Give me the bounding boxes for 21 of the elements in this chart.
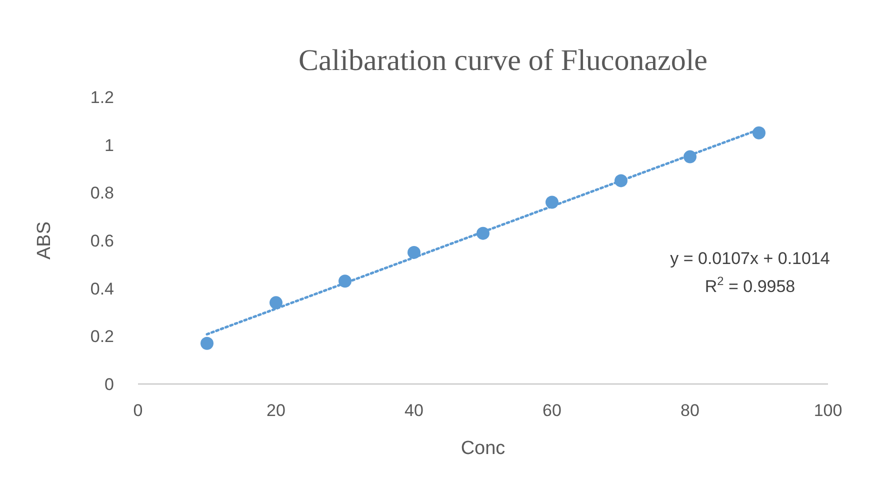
annotation: y = 0.0107x + 0.1014 (670, 249, 830, 268)
point (752, 126, 766, 140)
y-tick-label: 0.8 (90, 184, 114, 203)
x-tick-label: 100 (814, 401, 842, 420)
x-tick-label: 80 (680, 401, 700, 420)
y-axis-title: ABS (34, 221, 55, 260)
point (270, 296, 282, 310)
annotation: R$^{2}$ = 0.9958 (704, 274, 796, 296)
y-tick-label: 0 (104, 375, 114, 394)
x-axis-title: Conc (460, 438, 506, 459)
x-tick-label: 40 (404, 401, 424, 420)
point (200, 336, 214, 350)
y-tick-label: 0.2 (90, 327, 114, 346)
x-tick-label: 0 (133, 401, 143, 420)
x-tick-label: 20 (266, 401, 286, 420)
x-tick-label: 60 (542, 401, 562, 420)
y-tick-label: 1 (104, 136, 114, 155)
y-tick-label: 1.2 (90, 88, 114, 107)
y-tick-label: 0.4 (90, 279, 114, 298)
chart-title: Calibaration curve of Fluconazole (298, 44, 708, 77)
y-tick-label: 0.6 (90, 232, 114, 250)
